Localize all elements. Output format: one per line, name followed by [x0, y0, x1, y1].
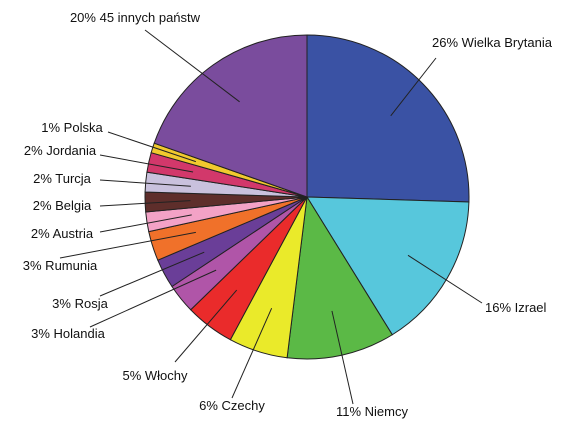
- leader-line: [99, 179, 191, 187]
- pie-slice-45-innych-pa-stw: [153, 34, 308, 198]
- slice-labels: 26% Wielka Brytania 16% Izrael 11% Niemcy 6…: [23, 10, 553, 419]
- leader-line: [89, 269, 217, 328]
- leader-line: [231, 307, 273, 399]
- leader-line: [107, 131, 197, 163]
- slice-label: 3% Rosja: [52, 296, 108, 311]
- slice-label: 5% Włochy: [122, 368, 188, 383]
- slice-label: 3% Rumunia: [23, 258, 98, 273]
- leader-line: [99, 154, 194, 173]
- leader-line: [407, 254, 483, 304]
- leader-line: [59, 231, 196, 259]
- slice-label: 2% Belgia: [33, 198, 92, 213]
- leader-line: [99, 200, 191, 207]
- slice-label: 2% Jordania: [24, 143, 97, 158]
- slice-label: 26% Wielka Brytania: [432, 35, 553, 50]
- leader-line: [99, 251, 205, 297]
- leader-line: [331, 310, 354, 405]
- leader-line: [99, 214, 192, 233]
- slice-label: 3% Holandia: [31, 326, 105, 341]
- slice-label: 20% 45 innych państw: [70, 10, 201, 25]
- pie-slice-wielka-brytania: [306, 34, 470, 203]
- pie-slices: [144, 34, 470, 360]
- leader-lines: [59, 29, 483, 405]
- slice-label: 6% Czechy: [199, 398, 265, 413]
- slice-label: 2% Turcja: [33, 171, 92, 186]
- slice-label: 2% Austria: [31, 226, 94, 241]
- leader-line: [390, 57, 437, 117]
- leader-line: [174, 289, 238, 363]
- slice-label: 11% Niemcy: [336, 404, 409, 419]
- slice-label: 16% Izrael: [485, 300, 547, 315]
- pie-slice-izrael: [306, 196, 470, 336]
- slice-label: 1% Polska: [41, 120, 103, 135]
- leader-line: [144, 29, 240, 103]
